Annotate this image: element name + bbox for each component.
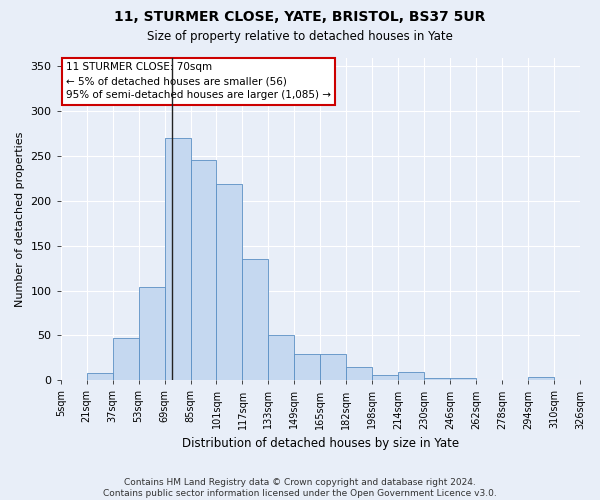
Bar: [528, 376, 554, 380]
Bar: [86, 373, 113, 380]
X-axis label: Distribution of detached houses by size in Yate: Distribution of detached houses by size …: [182, 437, 459, 450]
Bar: [398, 372, 424, 380]
Bar: [450, 378, 476, 380]
Bar: [242, 259, 268, 380]
Y-axis label: Number of detached properties: Number of detached properties: [15, 131, 25, 306]
Bar: [139, 287, 164, 380]
Bar: [372, 375, 398, 380]
Text: Contains HM Land Registry data © Crown copyright and database right 2024.
Contai: Contains HM Land Registry data © Crown c…: [103, 478, 497, 498]
Bar: [217, 184, 242, 380]
Text: 11, STURMER CLOSE, YATE, BRISTOL, BS37 5UR: 11, STURMER CLOSE, YATE, BRISTOL, BS37 5…: [115, 10, 485, 24]
Bar: [320, 354, 346, 380]
Bar: [164, 138, 191, 380]
Bar: [424, 378, 450, 380]
Bar: [268, 336, 295, 380]
Bar: [113, 338, 139, 380]
Text: Size of property relative to detached houses in Yate: Size of property relative to detached ho…: [147, 30, 453, 43]
Bar: [191, 160, 217, 380]
Bar: [346, 367, 372, 380]
Bar: [295, 354, 320, 380]
Text: 11 STURMER CLOSE: 70sqm
← 5% of detached houses are smaller (56)
95% of semi-det: 11 STURMER CLOSE: 70sqm ← 5% of detached…: [66, 62, 331, 100]
